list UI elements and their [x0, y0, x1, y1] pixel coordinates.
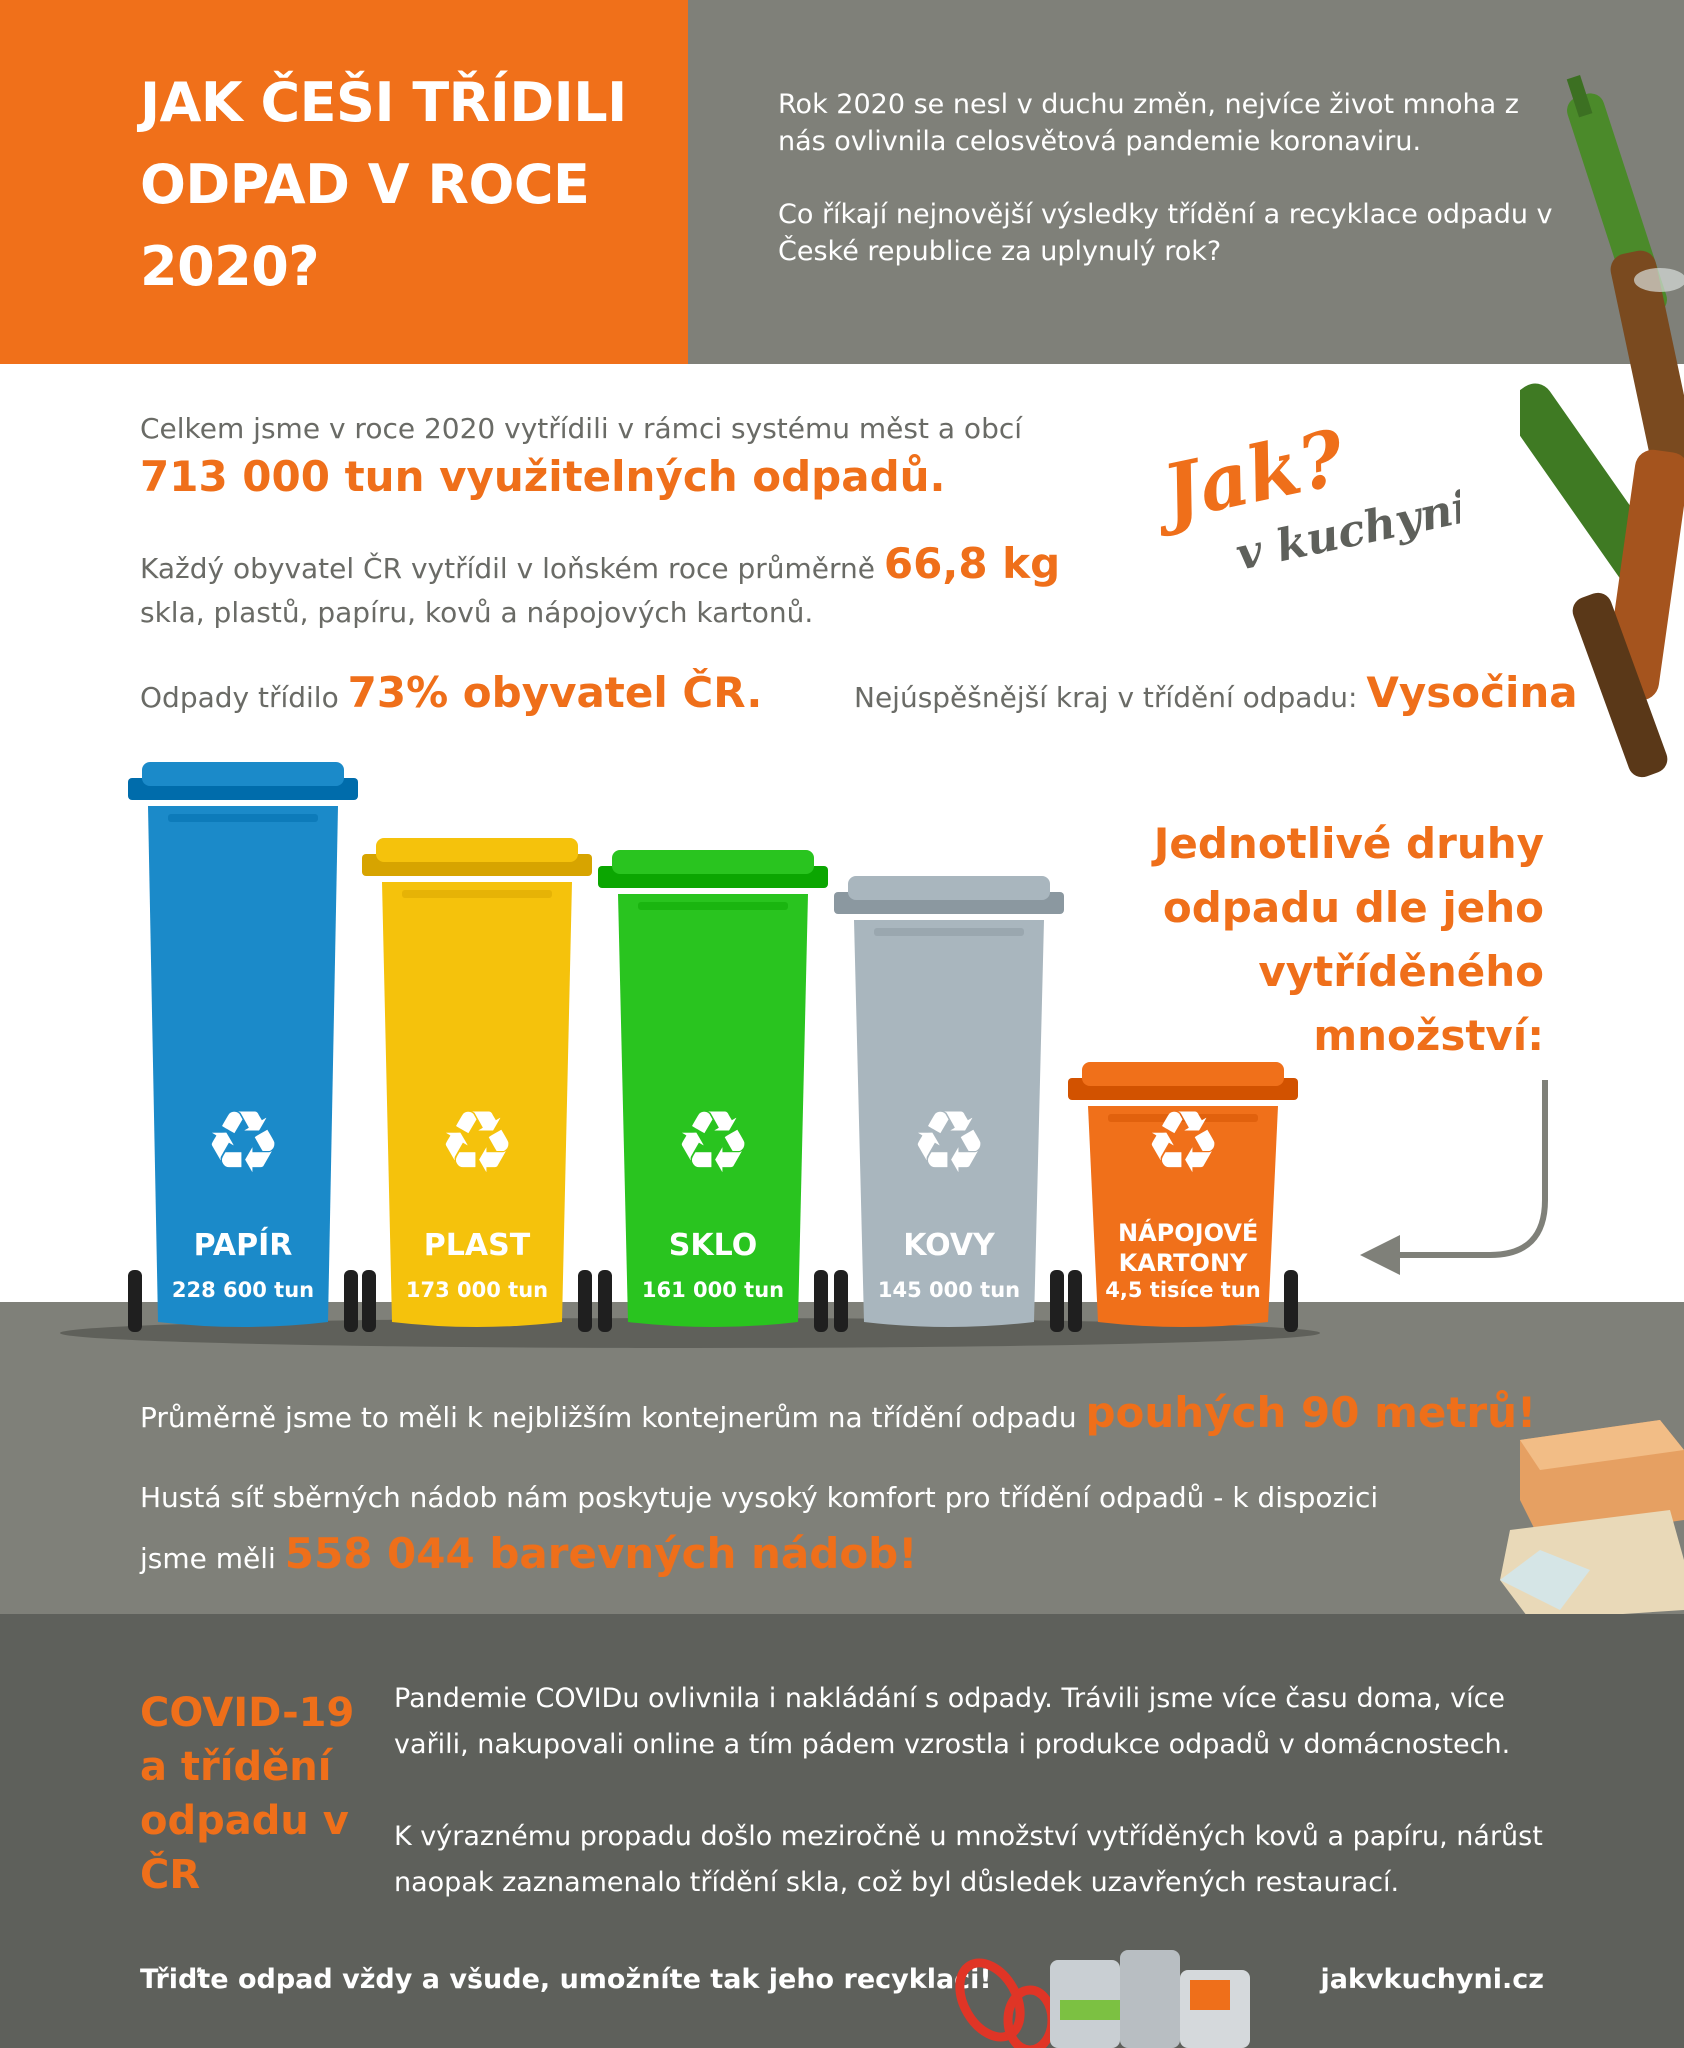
bin-name-label: PAPÍR	[193, 1228, 293, 1263]
recycle-icon: ♻	[910, 1093, 988, 1193]
recycle-icon: ♻	[674, 1093, 752, 1193]
stat-share-intro: Odpady třídilo	[140, 681, 339, 714]
recycle-icon: ♻	[438, 1093, 516, 1193]
footer-slogan: Třiďte odpad vždy a všude, umožníte tak …	[140, 1964, 992, 1995]
waste-bin-1: ♻ PAPÍR 228 600 tun	[128, 762, 358, 1332]
network-intro: Hustá síť sběrných nádob nám poskytuje v…	[140, 1481, 1379, 1575]
intro-paragraph-2: Co říkají nejnovější výsledky třídění a …	[778, 199, 1553, 267]
intro-text: Rok 2020 se nesl v duchu změn, nejvíce ž…	[778, 86, 1568, 270]
bin-name-label: KOVY	[903, 1228, 995, 1263]
waste-bin-5: ♻ NÁPOJOVÉ KARTONY 4,5 tisíce tun	[1068, 1062, 1298, 1332]
bin-name-label: NÁPOJOVÉ KARTONY	[1118, 1219, 1259, 1277]
page-title: JAK ČEŠI TŘÍDILI ODPAD V ROCE 2020?	[140, 71, 627, 298]
waste-bin-3: ♻ SKLO 161 000 tun	[598, 850, 828, 1332]
stat-per-capita: Každý obyvatel ČR vytřídil v loňském roc…	[140, 542, 1060, 635]
covid-title: COVID-19 a třídění odpadu v ČR	[140, 1690, 355, 1898]
stat-share-value: 73% obyvatel ČR.	[347, 668, 763, 717]
arrow-left-icon	[1360, 1080, 1548, 1275]
cardboard-boxes-illustration	[1500, 1420, 1684, 1620]
jak-v-kuchyni-logo: Jak? v kuchyni	[1160, 420, 1460, 581]
stat-share: Odpady třídilo 73% obyvatel ČR.	[140, 668, 762, 717]
stat-total: Celkem jsme v roce 2020 vytřídili v rámc…	[140, 412, 1022, 505]
recycle-icon: ♻	[1144, 1093, 1222, 1193]
bin-value-label: 173 000 tun	[405, 1278, 549, 1302]
network-text: Hustá síť sběrných nádob nám poskytuje v…	[140, 1470, 1440, 1587]
distance-text: Průměrně jsme to měli k nejbližším konte…	[140, 1388, 1536, 1437]
distance-value: pouhých 90 metrů!	[1085, 1388, 1537, 1437]
recycle-icon: ♻	[204, 1093, 282, 1193]
bin-value-label: 228 600 tun	[171, 1278, 315, 1302]
waste-bin-4: ♻ KOVY 145 000 tun	[834, 876, 1064, 1332]
bin-name-label: SKLO	[668, 1228, 758, 1263]
bin-value-label: 145 000 tun	[877, 1278, 1021, 1302]
covid-paragraph-2: K výraznému propadu došlo meziročně u mn…	[394, 1821, 1543, 1898]
title-box: JAK ČEŠI TŘÍDILI ODPAD V ROCE 2020?	[0, 0, 688, 364]
covid-section	[0, 1614, 1684, 2048]
stat-region-value: Vysočina	[1366, 668, 1578, 717]
cans-and-scissors-illustration	[955, 1950, 1250, 2048]
stat-region: Nejúspěšnější kraj v třídění odpadu: Vys…	[854, 668, 1578, 717]
stat-region-intro: Nejúspěšnější kraj v třídění odpadu:	[854, 681, 1358, 714]
bin-name-label: PLAST	[423, 1228, 531, 1263]
bin-value-label: 161 000 tun	[641, 1278, 785, 1302]
network-value: 558 044 barevných nádob!	[284, 1529, 918, 1578]
bin-value-label: 4,5 tisíce tun	[1105, 1278, 1261, 1302]
glass-bottles-illustration	[1520, 75, 1684, 778]
stat-total-value: 713 000 tun využitelných odpadů.	[140, 452, 946, 501]
covid-paragraph-1: Pandemie COVIDu ovlivnila i nakládání s …	[394, 1683, 1511, 1760]
intro-paragraph-1: Rok 2020 se nesl v duchu změn, nejvíce ž…	[778, 89, 1519, 157]
waste-bin-2: ♻ PLAST 173 000 tun	[362, 838, 592, 1332]
ground-band	[0, 1302, 1684, 1614]
stat-per-capita-outro: skla, plastů, papíru, kovů a nápojových …	[140, 596, 814, 629]
stat-per-capita-value: 66,8 kg	[883, 539, 1061, 588]
footer-website-link[interactable]: jakvkuchyni.cz	[1320, 1964, 1545, 1995]
stat-total-intro: Celkem jsme v roce 2020 vytřídili v rámc…	[140, 412, 1023, 445]
bins-heading: Jednotlivé druhy odpadu dle jeho vytřídě…	[1153, 819, 1544, 1060]
stat-per-capita-intro: Každý obyvatel ČR vytřídil v loňském roc…	[140, 552, 876, 585]
distance-intro: Průměrně jsme to měli k nejbližším konte…	[140, 1401, 1077, 1434]
